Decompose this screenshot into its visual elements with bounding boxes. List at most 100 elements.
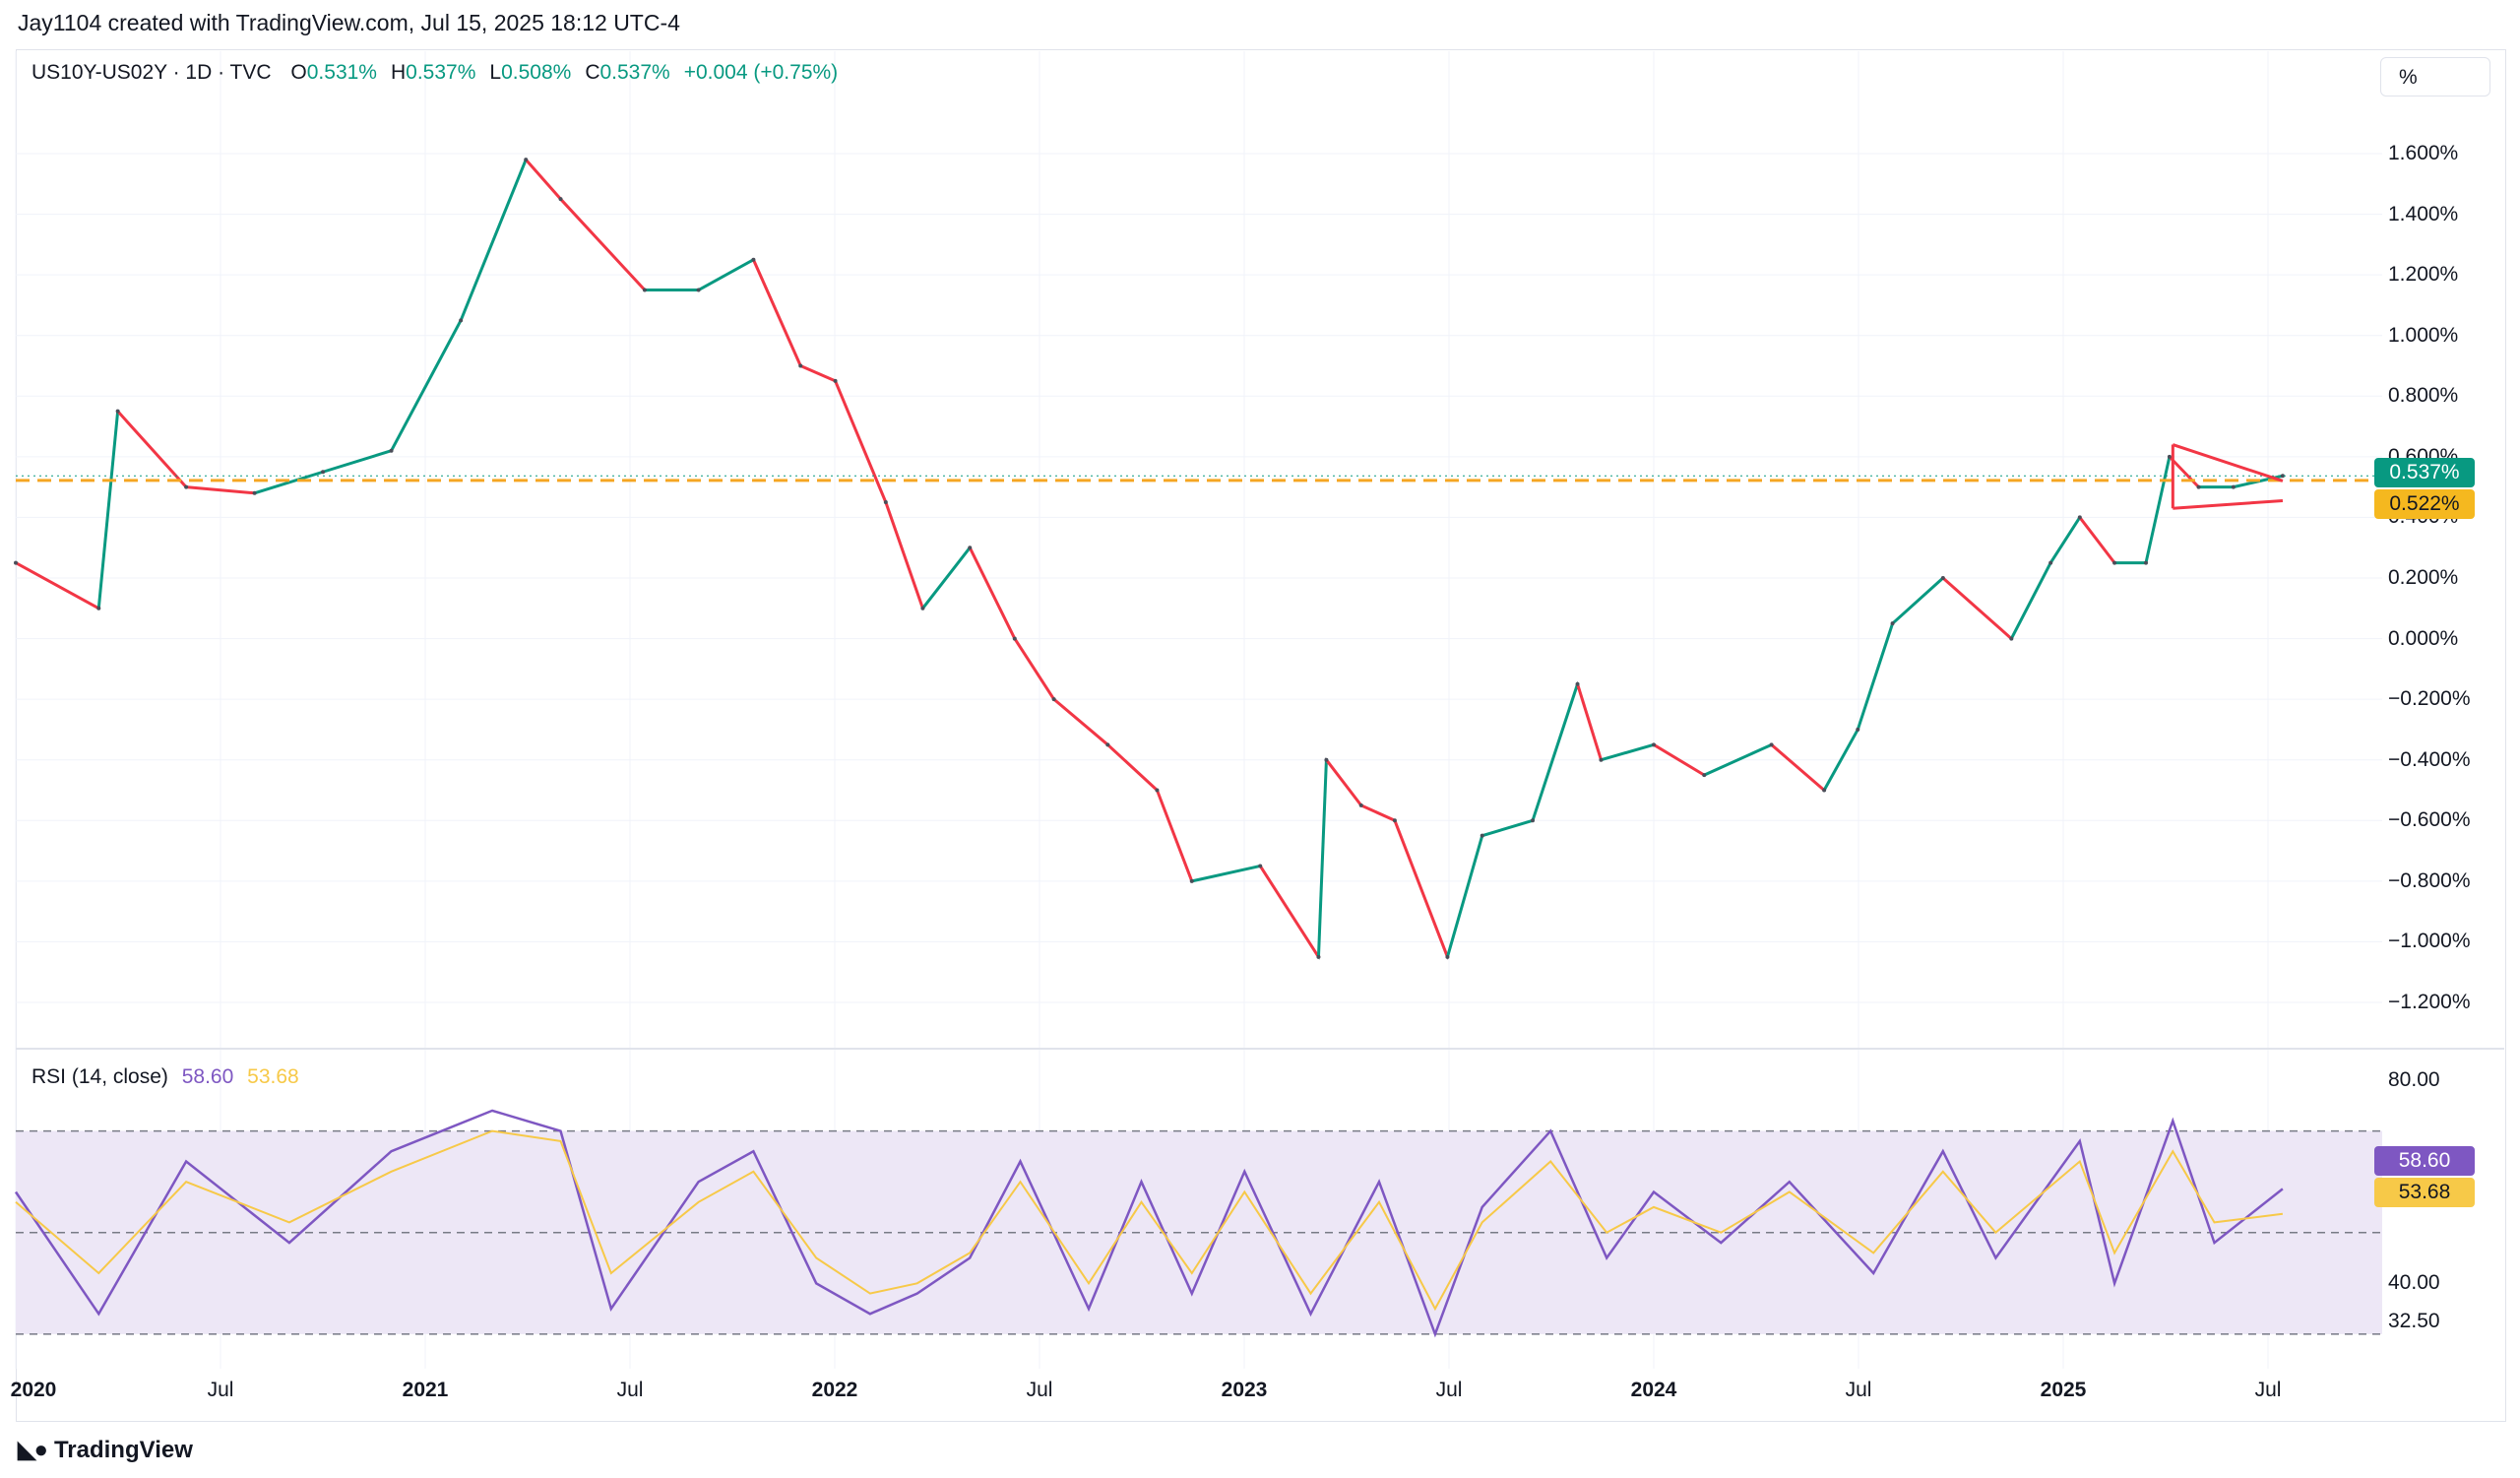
rsi-ma-value: 53.68 <box>247 1065 299 1088</box>
price-tick-label: 0.800% <box>2388 384 2459 408</box>
price-point <box>558 197 563 202</box>
price-point <box>2167 454 2172 459</box>
price-point <box>96 606 101 610</box>
price-point <box>1940 576 1945 580</box>
price-up-segment <box>1822 729 1859 792</box>
price-point <box>1575 681 1580 686</box>
price-point <box>2112 560 2117 565</box>
price-point <box>1012 636 1017 641</box>
price-up-segment <box>1191 864 1261 883</box>
price-point <box>1105 742 1110 747</box>
rsi-value: 58.60 <box>181 1065 234 1088</box>
price-point <box>1051 697 1056 702</box>
triangle-lower-line <box>2173 498 2284 510</box>
time-tick-label: Jul <box>616 1379 644 1401</box>
price-path <box>15 158 2284 961</box>
price-point <box>1530 818 1535 823</box>
close-value: 0.537% <box>599 61 670 84</box>
rsi-tick-label: 40.00 <box>2388 1271 2440 1295</box>
price-up-segment <box>96 411 120 609</box>
rsi-label[interactable]: RSI (14, close) <box>32 1065 168 1088</box>
price-tick-label: 0.200% <box>2388 566 2459 589</box>
rsi-tick-label: 80.00 <box>2388 1068 2440 1091</box>
rsi-legend: RSI (14, close) 58.60 53.68 <box>32 1065 299 1089</box>
price-up-segment <box>254 470 324 495</box>
price-down-segment <box>799 364 837 383</box>
price-tick-label: −0.600% <box>2388 808 2471 832</box>
rsi-ma-badge: 53.68 <box>2374 1178 2475 1207</box>
price-down-segment <box>752 259 802 367</box>
price-point <box>1599 757 1604 762</box>
price-tick-label: 0.000% <box>2388 626 2459 650</box>
price-tick-label: 1.600% <box>2388 142 2459 164</box>
price-down-segment <box>1360 803 1396 822</box>
price-tick-label: −0.200% <box>2388 687 2471 711</box>
price-point <box>968 546 973 550</box>
price-point <box>1652 742 1656 747</box>
price-point <box>1258 864 1263 868</box>
price-point <box>321 470 326 475</box>
price-point <box>1769 742 1774 747</box>
time-tick-label: Jul <box>2254 1379 2282 1401</box>
price-up-segment <box>459 159 528 321</box>
symbol-name[interactable]: US10Y-US02Y · 1D · TVC <box>32 61 272 84</box>
rsi-tick-label: 32.50 <box>2388 1310 2440 1332</box>
time-tick-label: Jul <box>1026 1379 1053 1401</box>
price-point <box>115 409 120 414</box>
price-point <box>1392 818 1397 823</box>
price-point <box>1324 757 1329 762</box>
triangle-upper-line <box>2172 443 2284 482</box>
logo-text: TradingView <box>53 1436 193 1463</box>
price-tick-label: −0.800% <box>2388 868 2471 892</box>
price-up-segment <box>1531 683 1579 821</box>
change-value: +0.004 (+0.75%) <box>683 61 839 84</box>
time-tick-label: 2025 <box>2040 1379 2087 1401</box>
price-point <box>798 363 803 368</box>
price-point <box>920 606 925 610</box>
price-tick-label: 1.200% <box>2388 263 2459 287</box>
price-up-segment <box>1601 742 1655 762</box>
open-value: 0.531% <box>306 61 377 84</box>
price-point <box>751 257 756 262</box>
price-up-segment <box>697 258 755 291</box>
rsi-value-badge: 58.60 <box>2374 1146 2475 1176</box>
price-up-segment <box>390 319 463 452</box>
price-up-segment <box>921 546 972 610</box>
price-down-segment <box>884 501 924 610</box>
price-down-segment <box>1013 637 1055 700</box>
price-down-segment <box>1770 743 1826 792</box>
time-tick-label: 2024 <box>1630 1379 1677 1401</box>
price-point <box>642 288 647 292</box>
time-tick-label: Jul <box>1845 1379 1872 1401</box>
price-point <box>389 448 394 453</box>
price-point <box>252 490 257 495</box>
price-down-segment <box>116 410 188 488</box>
price-point <box>1358 803 1363 807</box>
high-value: 0.537% <box>406 61 476 84</box>
close-label: C <box>585 61 600 84</box>
chart-credit: Jay1104 created with TradingView.com, Ju… <box>18 10 680 35</box>
rsi-ma-line <box>15 1129 2284 1312</box>
tradingview-logo[interactable]: ◣● TradingView <box>18 1436 193 1464</box>
price-up-segment <box>1316 759 1328 957</box>
rsi-band <box>16 1130 2382 1334</box>
price-point <box>524 158 529 162</box>
price-up-segment <box>322 449 392 474</box>
price-down-segment <box>1106 743 1159 792</box>
time-tick-label: Jul <box>1435 1379 1463 1401</box>
unit-selector[interactable]: % <box>2380 57 2490 96</box>
price-tick-label: −1.200% <box>2388 991 2471 1013</box>
price-point <box>1445 954 1450 959</box>
level-price-badge: 0.522% <box>2374 489 2475 519</box>
price-point <box>2231 484 2236 489</box>
price-point <box>1189 878 1194 883</box>
price-up-segment <box>1703 742 1773 777</box>
price-tick-label: −1.000% <box>2388 930 2471 953</box>
low-value: 0.508% <box>501 61 572 84</box>
time-tick-label: 2022 <box>811 1379 858 1401</box>
price-down-segment <box>1941 576 2013 640</box>
high-label: H <box>390 61 407 84</box>
price-up-segment <box>1481 818 1534 838</box>
price-up-segment <box>1891 576 1944 625</box>
